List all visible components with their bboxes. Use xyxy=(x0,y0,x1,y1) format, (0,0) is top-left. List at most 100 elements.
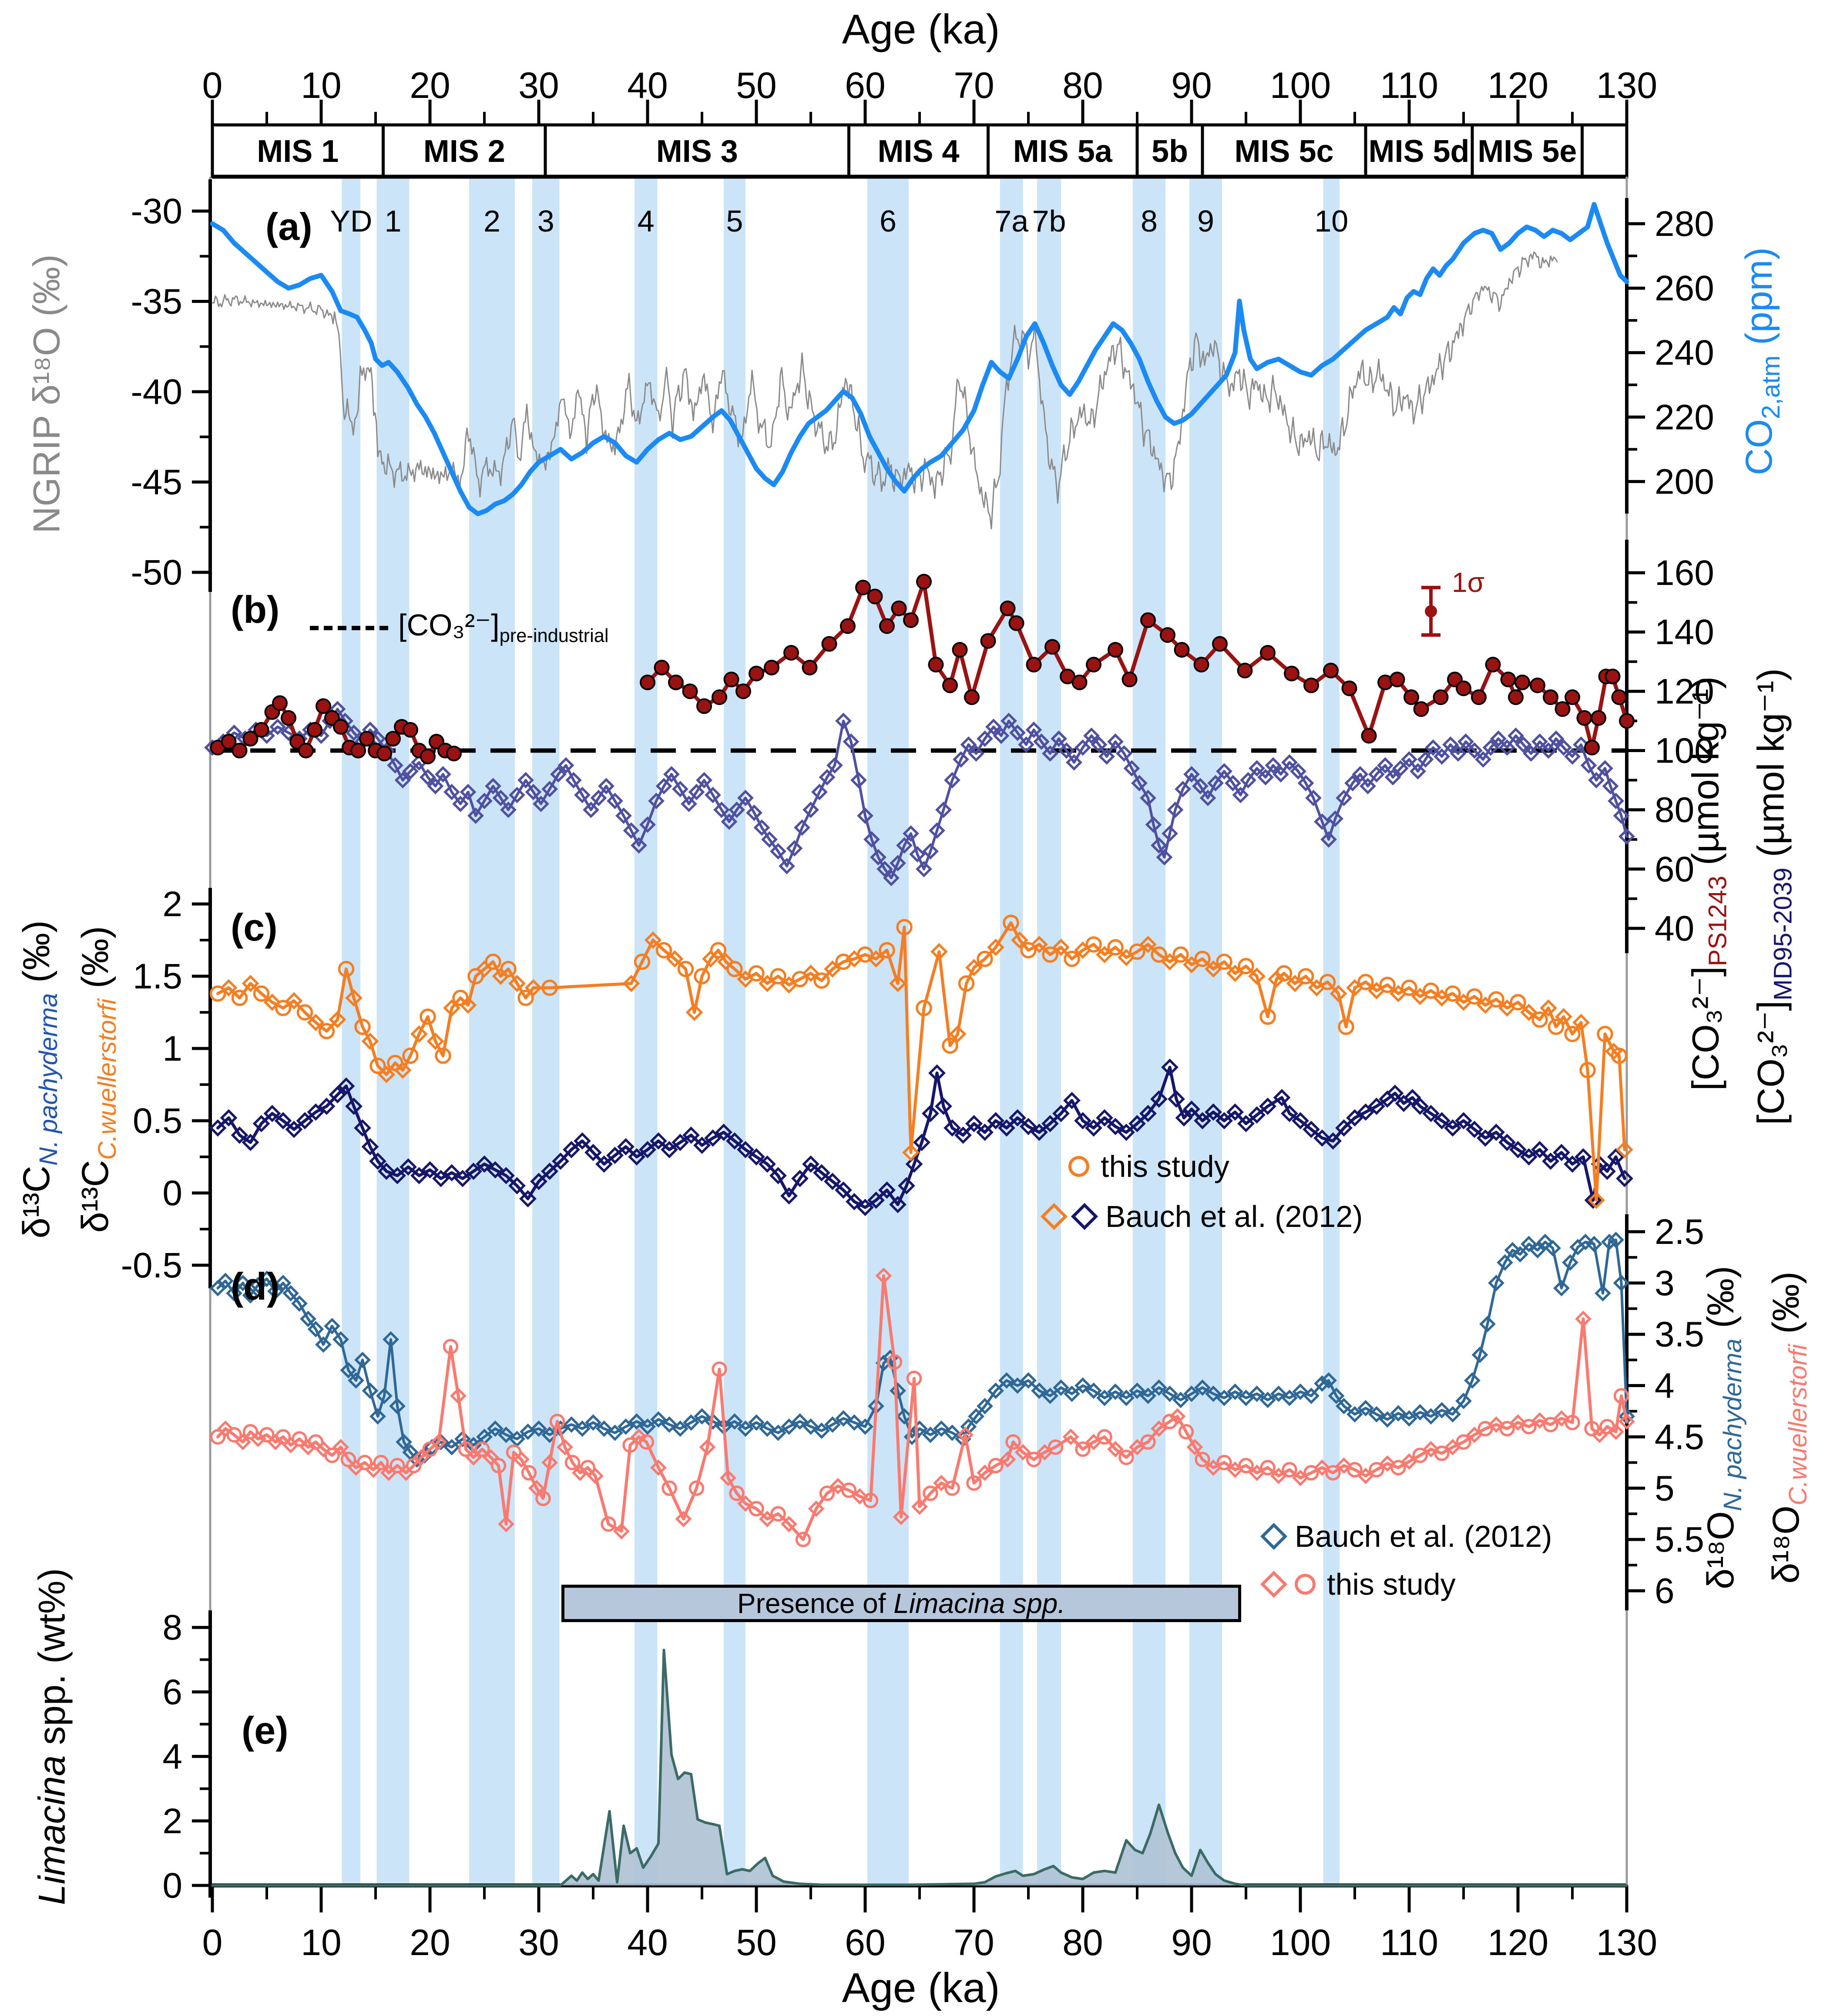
preindustrial-label: [CO₃²⁻]pre-industrial xyxy=(398,608,609,646)
marker xyxy=(748,1148,765,1166)
marker xyxy=(1248,1106,1266,1124)
marker xyxy=(369,1408,386,1425)
marker xyxy=(850,772,867,789)
top-tick-label: 120 xyxy=(1488,65,1548,106)
ngrip-tick-label: -40 xyxy=(131,372,182,412)
co3-tick-label: 160 xyxy=(1655,553,1714,593)
marker xyxy=(1543,1417,1558,1432)
marker xyxy=(296,1112,314,1129)
marker xyxy=(1238,1389,1254,1406)
stadial-band-label-YD: YD xyxy=(330,204,372,238)
d18o-tick-label: 2.5 xyxy=(1655,1212,1704,1252)
marker xyxy=(509,786,525,803)
marker xyxy=(1531,1141,1548,1159)
marker xyxy=(345,1097,363,1115)
marker xyxy=(1053,1379,1069,1396)
marker xyxy=(639,1141,656,1159)
panel-label-d: (d) xyxy=(231,1265,280,1308)
marker xyxy=(1597,760,1613,777)
marker xyxy=(681,796,697,812)
sigma-label: 1σ xyxy=(1452,567,1484,598)
marker xyxy=(1259,1391,1276,1408)
marker xyxy=(394,772,411,789)
marker xyxy=(779,858,795,874)
marker xyxy=(1608,793,1624,810)
marker xyxy=(1194,951,1211,967)
marker xyxy=(1444,1119,1461,1137)
presence-limacina-label: Presence of Limacina spp. xyxy=(737,1588,1066,1619)
marker xyxy=(259,1427,275,1443)
marker xyxy=(1232,786,1249,803)
marker xyxy=(922,843,939,860)
marker xyxy=(580,1460,596,1475)
marker xyxy=(1074,739,1091,756)
marker xyxy=(1160,627,1175,643)
ngrip-axis-title: NGRIP δ¹⁸O (‰) xyxy=(26,254,68,534)
marker xyxy=(944,772,960,789)
marker xyxy=(1066,754,1082,771)
marker xyxy=(1145,816,1162,833)
marker xyxy=(596,1420,612,1437)
marker xyxy=(737,1420,754,1437)
marker xyxy=(1238,958,1254,974)
marker xyxy=(1613,1274,1630,1291)
marker xyxy=(420,1008,436,1025)
marker xyxy=(1020,942,1037,958)
marker xyxy=(410,1025,428,1043)
marker xyxy=(385,731,401,747)
marker xyxy=(916,860,932,877)
marker xyxy=(1085,936,1102,953)
panel-label-e: (e) xyxy=(242,1709,289,1752)
marker xyxy=(898,1177,915,1195)
marker xyxy=(1591,710,1606,726)
top-tick-label: 80 xyxy=(1062,65,1103,106)
stadial-band-label-9: 9 xyxy=(1197,204,1214,238)
marker xyxy=(737,1495,754,1512)
marker xyxy=(628,1413,645,1430)
marker xyxy=(1297,968,1314,984)
legend-d-bauch-label: Bauch et al. (2012) xyxy=(1295,1519,1552,1553)
marker xyxy=(935,1097,952,1115)
marker xyxy=(1096,1109,1113,1127)
marker xyxy=(1151,1420,1167,1437)
marker xyxy=(737,790,754,806)
marker xyxy=(696,698,712,714)
marker xyxy=(1521,1236,1537,1253)
marker xyxy=(285,992,303,1010)
co3-ps1243-axis-title: [CO₃²⁻]PS1243 (µmol kg⁻¹) xyxy=(1685,676,1732,1091)
marker xyxy=(1613,1388,1629,1404)
marker xyxy=(1139,936,1157,953)
marker xyxy=(889,974,907,992)
marker xyxy=(1216,1455,1232,1471)
marker xyxy=(607,1425,623,1441)
legend-d-this-study: this study xyxy=(1260,1567,1456,1602)
marker xyxy=(376,1388,393,1404)
marker xyxy=(802,1155,819,1173)
marker xyxy=(242,1133,259,1151)
marker xyxy=(640,674,655,690)
lim-tick-label: 0 xyxy=(162,1866,182,1905)
marker xyxy=(985,719,1002,735)
marker xyxy=(1510,1414,1526,1431)
stadial-band-label-7b: 7b xyxy=(1032,204,1066,238)
marker xyxy=(1577,1233,1594,1250)
marker xyxy=(1508,689,1524,705)
marker xyxy=(770,1506,786,1522)
marker xyxy=(1140,612,1156,628)
marker xyxy=(259,1270,275,1287)
marker xyxy=(846,1414,863,1431)
co2-tick-label: 240 xyxy=(1655,333,1714,373)
marker xyxy=(1457,733,1474,750)
marker xyxy=(913,1133,930,1151)
stadial-band-label-7a: 7a xyxy=(994,204,1028,238)
marker xyxy=(803,1418,819,1435)
marker xyxy=(1619,713,1635,729)
marker xyxy=(1512,1246,1528,1263)
marker xyxy=(1260,645,1276,661)
marker xyxy=(1344,775,1361,792)
marker xyxy=(1608,1231,1624,1248)
marker xyxy=(1249,760,1265,777)
marker xyxy=(1005,1434,1021,1450)
marker xyxy=(977,951,993,967)
marker xyxy=(1357,1103,1374,1121)
